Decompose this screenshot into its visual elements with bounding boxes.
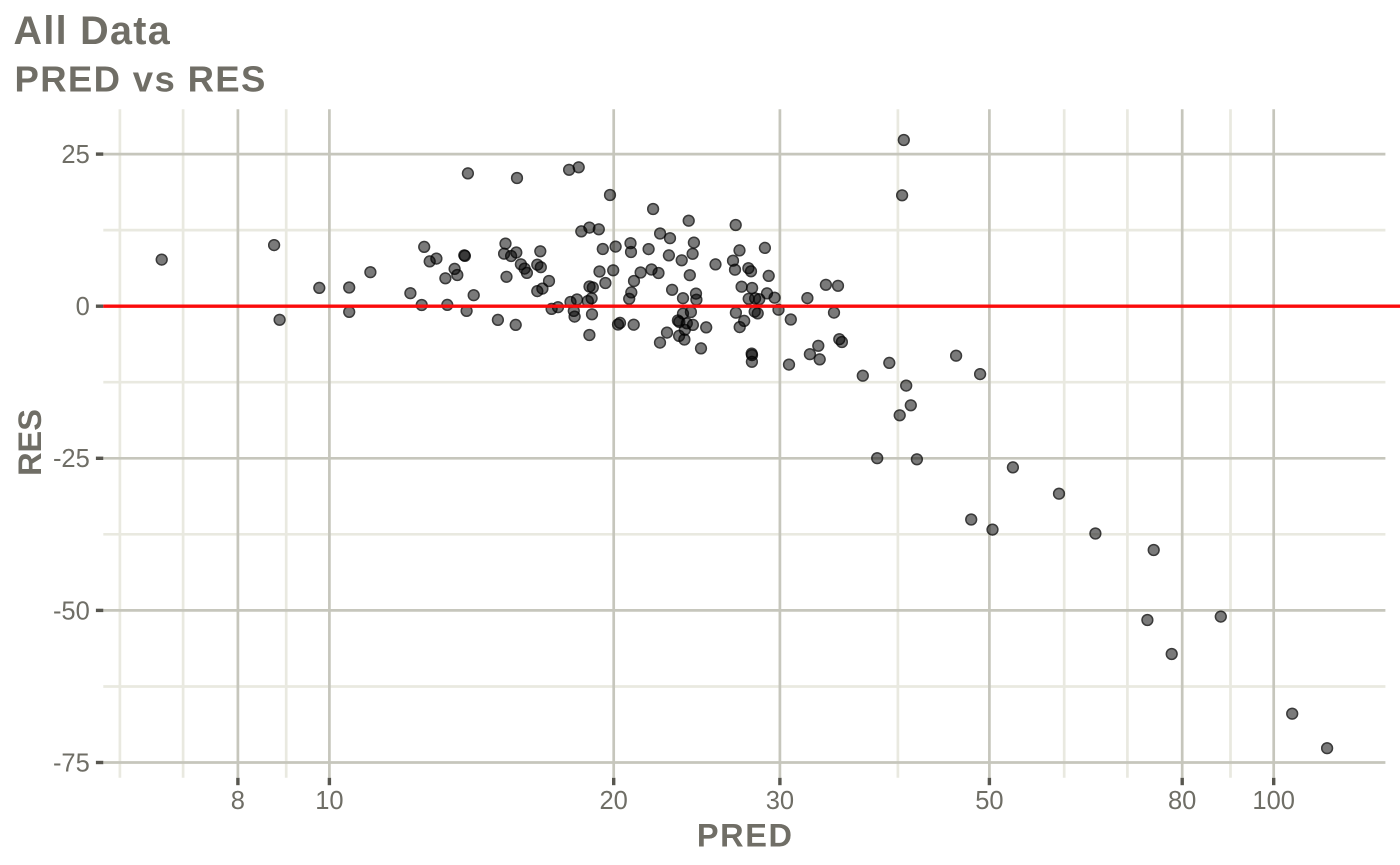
svg-text:PRED vs RES: PRED vs RES	[15, 59, 267, 100]
svg-text:8: 8	[231, 787, 245, 815]
svg-text:100: 100	[1252, 787, 1295, 815]
svg-text:80: 80	[1168, 787, 1196, 815]
svg-text:50: 50	[975, 787, 1003, 815]
svg-text:25: 25	[61, 141, 89, 169]
svg-text:10: 10	[315, 787, 343, 815]
svg-text:PRED: PRED	[697, 817, 794, 853]
svg-text:-75: -75	[53, 749, 90, 777]
svg-text:30: 30	[766, 787, 794, 815]
svg-text:All Data: All Data	[14, 9, 171, 53]
svg-text:-50: -50	[53, 597, 90, 625]
svg-text:-25: -25	[53, 445, 90, 473]
svg-text:RES: RES	[12, 409, 48, 476]
svg-text:20: 20	[600, 787, 628, 815]
svg-text:0: 0	[76, 293, 90, 321]
